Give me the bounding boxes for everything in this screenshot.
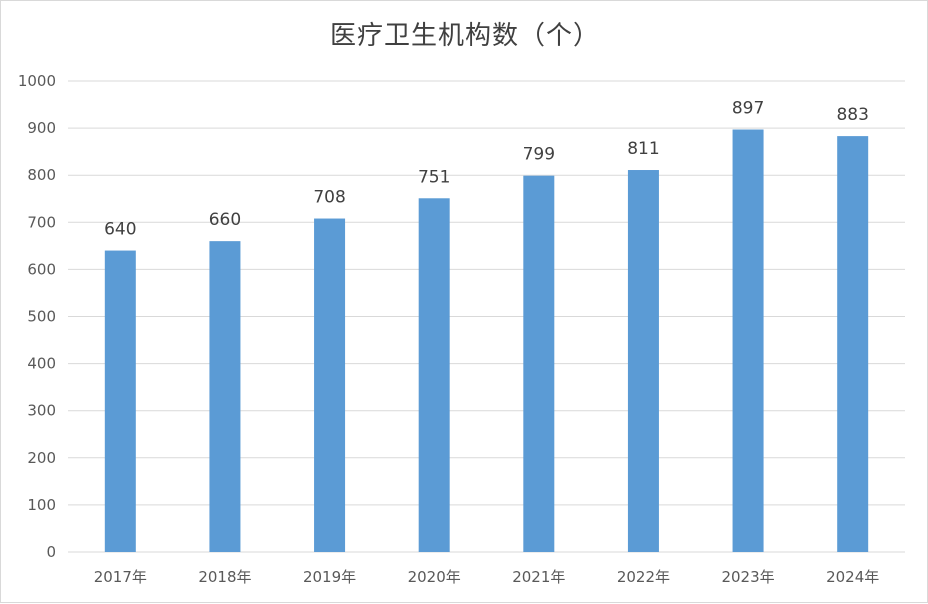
bar	[732, 129, 764, 552]
y-tick-label: 700	[27, 213, 56, 231]
y-tick-label: 0	[46, 543, 56, 561]
x-tick-label: 2023年	[721, 568, 774, 586]
chart-title: 医疗卫生机构数（个）	[329, 21, 600, 51]
y-tick-label: 100	[27, 496, 56, 514]
x-tick-label: 2019年	[303, 568, 356, 586]
x-tick-label: 2017年	[94, 568, 147, 586]
y-tick-label: 400	[27, 355, 56, 373]
y-tick-label: 800	[27, 166, 56, 184]
x-tick-label: 2024年	[826, 568, 879, 586]
data-label: 751	[418, 167, 450, 187]
data-label: 708	[313, 188, 345, 208]
data-label: 811	[627, 139, 659, 159]
y-tick-label: 600	[27, 260, 56, 278]
data-label: 640	[104, 220, 136, 240]
bar	[104, 250, 136, 552]
bar	[209, 241, 241, 552]
bar	[523, 175, 555, 552]
y-tick-label: 300	[27, 402, 56, 420]
x-tick-label: 2020年	[408, 568, 461, 586]
bar	[627, 170, 659, 553]
y-tick-label: 1000	[18, 72, 56, 90]
data-label: 799	[523, 145, 555, 165]
bar	[418, 198, 450, 553]
bar	[314, 218, 346, 553]
data-label: 883	[836, 105, 868, 125]
data-label: 897	[732, 99, 764, 119]
data-label: 660	[209, 210, 241, 230]
y-tick-label: 500	[27, 308, 56, 326]
bar	[837, 136, 869, 552]
x-tick-label: 2021年	[512, 568, 565, 586]
y-tick-label: 900	[27, 119, 56, 137]
x-tick-label: 2018年	[198, 568, 251, 586]
y-tick-label: 200	[27, 449, 56, 467]
x-tick-label: 2022年	[617, 568, 670, 586]
